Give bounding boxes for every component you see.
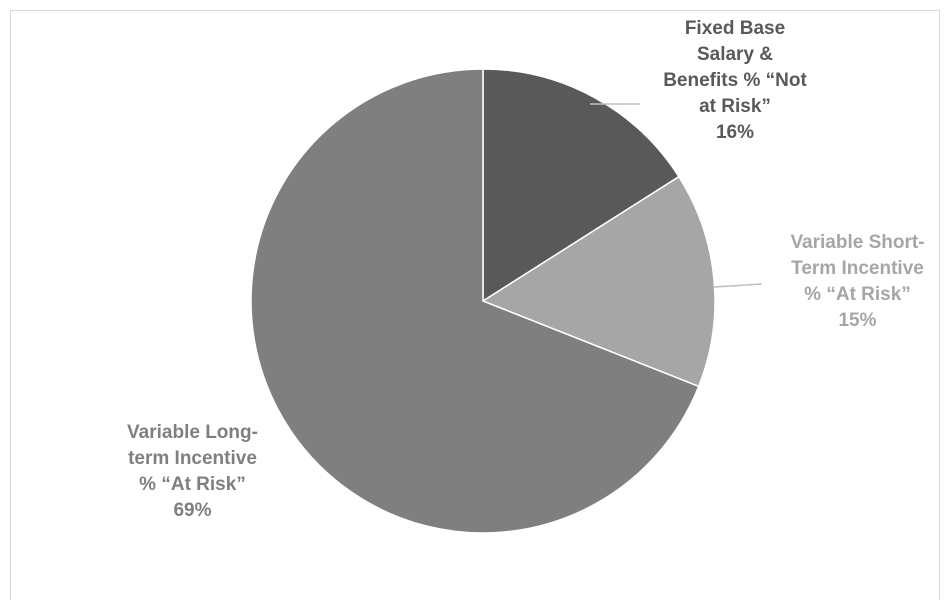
chart-frame bbox=[10, 10, 940, 600]
slice-variable-long-term bbox=[250, 68, 700, 534]
label-fixed-base-salary: Fixed Base Salary & Benefits % “Not at R… bbox=[663, 18, 807, 143]
slice-fixed-base-salary bbox=[482, 68, 680, 303]
slice-variable-short-term bbox=[481, 175, 716, 388]
label-variable-long-term: Variable Long- term Incentive % “At Risk… bbox=[127, 422, 258, 521]
leader-line-short bbox=[713, 283, 763, 288]
label-variable-short-term: Variable Short- Term Incentive % “At Ris… bbox=[790, 232, 925, 331]
